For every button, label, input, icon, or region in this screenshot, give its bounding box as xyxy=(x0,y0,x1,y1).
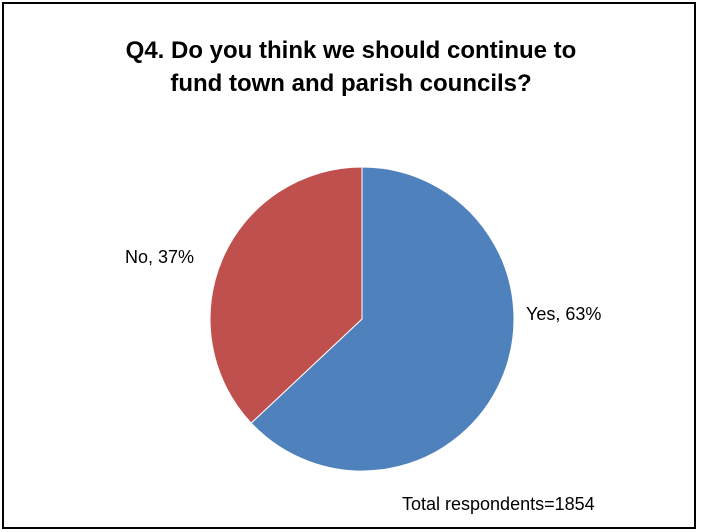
pie-slice-yes xyxy=(250,166,515,472)
pie-slice-no xyxy=(209,166,363,424)
chart-title-line-2: fund town and parish councils? xyxy=(170,70,532,97)
pie-chart xyxy=(209,166,515,472)
slice-label-no: No, 37% xyxy=(125,247,195,267)
chart-title-line-1: Q4. Do you think we should continue to xyxy=(125,37,577,64)
chart-title: Q4. Do you think we should continue to f… xyxy=(4,34,698,100)
total-respondents-note: Total respondents=1854 xyxy=(402,494,595,514)
slice-label-yes: Yes, 63% xyxy=(526,304,602,324)
